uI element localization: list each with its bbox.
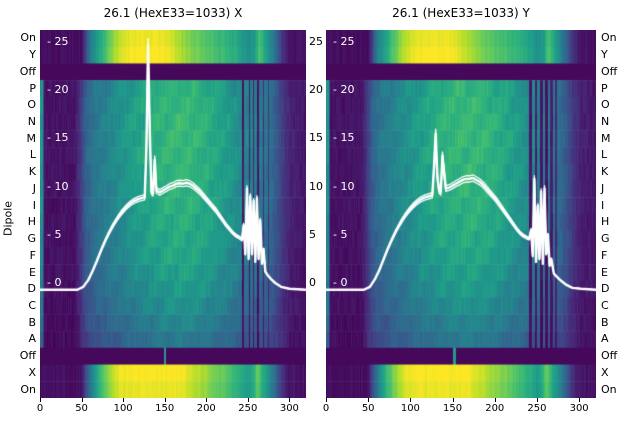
- x-tick-mark: [326, 398, 327, 402]
- x-tick-label: 100: [113, 403, 133, 414]
- row-label-right-3: P: [601, 81, 608, 95]
- row-label-right-7: L: [601, 148, 608, 162]
- panel-title-right: 26.1 (HexE33=1033) Y: [392, 6, 530, 20]
- row-label-right-9: J: [601, 181, 605, 195]
- row-label-right-18: A: [601, 332, 609, 346]
- row-label-right-5: N: [601, 115, 610, 128]
- row-label-right-6: M: [601, 131, 611, 145]
- row-label-left-7: L: [29, 148, 36, 162]
- row-label-left-13: F: [29, 248, 36, 262]
- x-tick-label: 250: [238, 403, 258, 414]
- value-tick-internal: - 0: [47, 276, 62, 289]
- row-label-right-12: G: [601, 232, 610, 246]
- row-label-left-0: On: [20, 31, 36, 45]
- x-tick-label: 50: [361, 403, 375, 414]
- row-label-right-13: F: [601, 248, 608, 262]
- row-label-left-8: K: [28, 165, 36, 179]
- x-tick-label: 300: [569, 403, 589, 414]
- row-label-right-1: Y: [601, 48, 608, 62]
- value-tick-internal: - 10: [47, 179, 69, 193]
- x-tick-mark: [579, 398, 581, 402]
- value-tick-internal: - 0: [333, 276, 348, 289]
- row-label-right-15: D: [601, 282, 610, 296]
- x-tick-label: 50: [75, 403, 88, 414]
- x-tick-mark: [536, 398, 538, 402]
- x-tick-mark: [289, 398, 291, 402]
- x-tick-mark: [123, 398, 125, 402]
- row-label-right-20: X: [601, 365, 609, 379]
- row-label-right-4: O: [601, 98, 610, 112]
- row-label-left-16: C: [28, 299, 36, 312]
- x-tick-mark: [247, 398, 249, 402]
- x-tick-label: 200: [196, 403, 216, 414]
- row-label-left-17: B: [28, 315, 36, 329]
- value-tick-internal: - 15: [333, 131, 355, 145]
- x-tick-label: 100: [400, 403, 420, 414]
- heatmap-panel-right: [326, 30, 596, 398]
- row-label-right-17: B: [601, 315, 609, 329]
- row-label-left-12: G: [27, 232, 36, 246]
- value-tick-internal: - 20: [333, 83, 355, 97]
- value-tick-internal: - 15: [47, 131, 69, 145]
- row-label-right-0: On: [601, 31, 617, 45]
- row-label-left-6: M: [26, 131, 37, 145]
- row-label-left-3: P: [29, 81, 36, 95]
- row-label-right-19: Off: [601, 349, 618, 363]
- value-tick-gap: 25: [309, 35, 323, 48]
- value-tick-gap: 15: [309, 131, 323, 145]
- row-label-left-21: On: [20, 382, 36, 396]
- heatmap-panel-left: [40, 30, 306, 398]
- row-label-right-11: H: [601, 215, 610, 229]
- row-label-right-14: E: [601, 265, 608, 279]
- value-tick-internal: - 10: [333, 179, 355, 193]
- row-label-right-8: K: [601, 165, 609, 179]
- x-tick-label: 150: [443, 403, 463, 414]
- x-tick-label: 0: [322, 403, 330, 414]
- row-label-right-10: I: [601, 198, 605, 212]
- value-tick-internal: - 25: [333, 35, 355, 48]
- x-tick-mark: [40, 398, 41, 402]
- x-tick-mark: [452, 398, 454, 402]
- row-label-left-14: E: [29, 265, 36, 279]
- x-tick-mark: [494, 398, 496, 402]
- value-tick-gap: 0: [309, 276, 316, 289]
- x-tick-label: 200: [485, 403, 505, 414]
- x-tick-label: 150: [155, 403, 175, 414]
- x-tick-label: 250: [527, 403, 547, 414]
- row-label-left-11: H: [27, 215, 36, 229]
- row-label-left-20: X: [28, 365, 36, 379]
- value-tick-gap: 5: [309, 227, 316, 241]
- row-label-left-5: N: [27, 115, 36, 128]
- row-label-left-19: Off: [19, 349, 36, 363]
- row-label-left-18: A: [28, 332, 36, 346]
- row-label-left-4: O: [27, 98, 36, 112]
- row-label-left-9: J: [32, 181, 36, 195]
- x-tick-mark: [164, 398, 166, 402]
- row-label-left-2: Off: [19, 64, 36, 78]
- row-label-right-2: Off: [601, 64, 618, 78]
- x-tick-mark: [410, 398, 412, 402]
- row-label-right-21: On: [601, 382, 617, 396]
- value-tick-internal: - 20: [47, 83, 69, 97]
- row-label-left-15: D: [27, 282, 36, 296]
- row-label-left-1: Y: [29, 48, 36, 62]
- value-tick-internal: - 25: [47, 35, 69, 48]
- row-label-right-16: C: [601, 299, 609, 312]
- x-tick-mark: [81, 398, 83, 402]
- value-tick-internal: - 5: [47, 227, 62, 241]
- x-tick-mark: [368, 398, 370, 402]
- value-tick-gap: 20: [309, 83, 323, 97]
- x-tick-mark: [206, 398, 208, 402]
- panel-title-left: 26.1 (HexE33=1033) X: [103, 6, 243, 20]
- x-tick-label: 300: [279, 403, 299, 414]
- x-tick-label: 0: [36, 403, 44, 414]
- value-tick-internal: - 5: [333, 227, 348, 241]
- value-tick-gap: 10: [309, 179, 323, 193]
- row-label-left-10: I: [32, 198, 36, 212]
